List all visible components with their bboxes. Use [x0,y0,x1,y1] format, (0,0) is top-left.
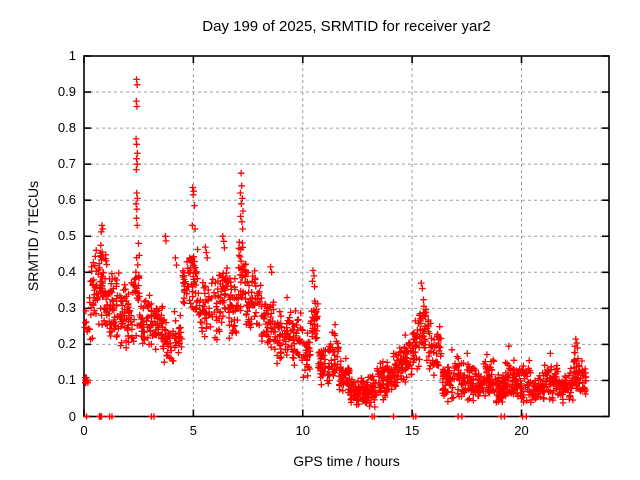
y-tick-label: 0.4 [57,264,76,280]
y-tick-label: 1 [68,48,76,63]
axis-frame [83,55,610,418]
y-tick-label: 0.7 [57,156,76,172]
scatter-points-zero [83,413,530,420]
y-tick-label: 0.6 [57,192,76,208]
x-tick-label: 15 [404,423,420,438]
y-tick-label: 0.5 [57,228,76,244]
y-tick-label: 0 [68,408,76,424]
x-tick-label: 10 [295,423,310,438]
scatter-points [81,76,590,420]
x-axis-label: GPS time / hours [293,453,400,469]
x-tick-label: 20 [514,423,529,438]
x-tick-label: 5 [189,423,197,438]
scatter-points-peaks [81,76,581,387]
chart-title: Day 199 of 2025, SRMTID for receiver yar… [202,18,491,35]
y-tick-label: 0.1 [57,372,76,388]
y-tick-label: 0.3 [57,300,76,316]
y-tick-label: 0.9 [57,84,76,100]
y-tick-label: 0.8 [57,120,76,136]
y-tick-label: 0.2 [57,336,76,352]
x-tick-label: 0 [80,423,88,438]
